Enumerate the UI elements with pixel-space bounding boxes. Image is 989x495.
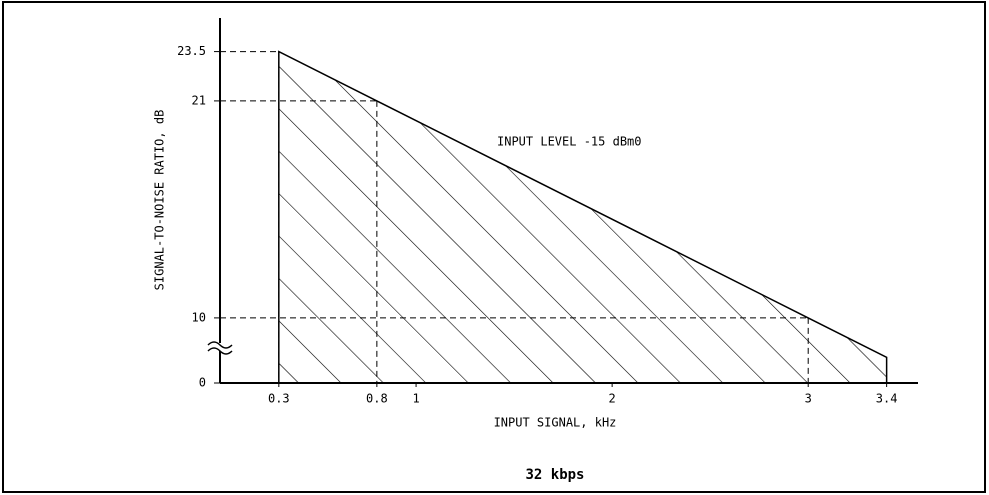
axis-break — [207, 341, 233, 355]
x-tick-label: 0.8 — [366, 392, 388, 406]
y-tick-label: 21 — [192, 93, 206, 107]
y-tick-label: 10 — [192, 310, 206, 324]
x-tick-label: 0.3 — [268, 392, 290, 406]
axis-break-gap — [208, 343, 232, 351]
y-axis-label: SIGNAL-TO-NOISE RATIO, dB — [153, 110, 167, 291]
annotation: INPUT LEVEL -15 dBm0 — [497, 135, 642, 149]
x-tick-label: 2 — [609, 392, 616, 406]
x-tick-label: 3.4 — [876, 392, 898, 406]
y-tick-label: 0 — [199, 376, 206, 390]
area — [278, 50, 888, 384]
x-tick-label: 3 — [805, 392, 812, 406]
x-axis-label: INPUT SIGNAL, kHz — [494, 416, 617, 430]
x-tick-label: 1 — [412, 392, 419, 406]
y-tick-label: 23.5 — [177, 44, 206, 58]
chart-title: 32 kbps — [525, 467, 584, 483]
